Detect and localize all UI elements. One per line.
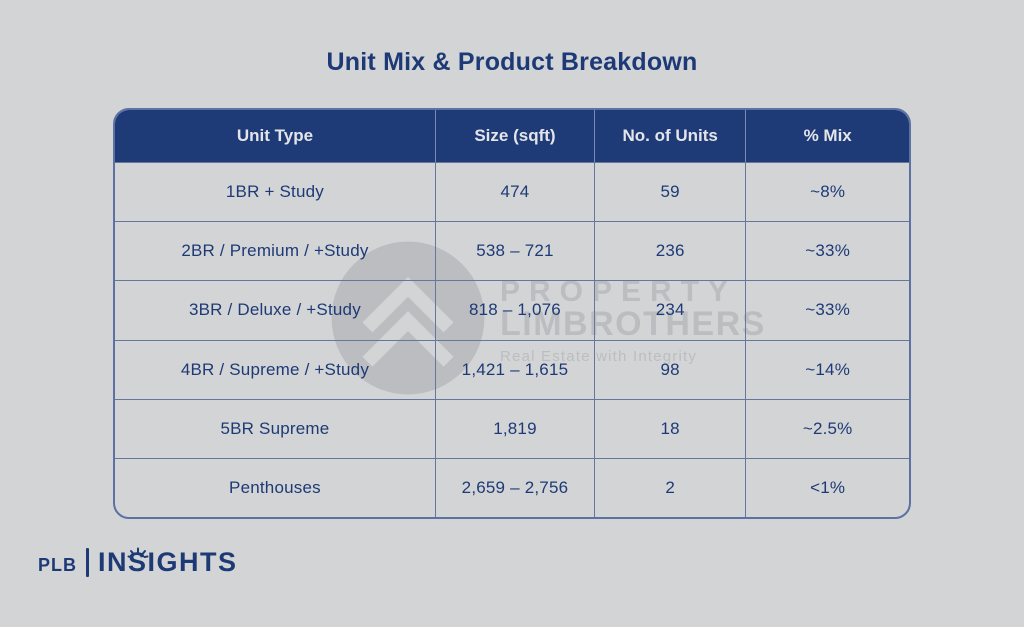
table-row: 3BR / Deluxe / +Study 818 – 1,076 234 ~33% xyxy=(115,280,909,341)
page-title: Unit Mix & Product Breakdown xyxy=(326,48,698,76)
table-cell: 18 xyxy=(594,399,747,460)
table-cell: 4BR / Supreme / +Study xyxy=(115,339,436,401)
table-cell: ~2.5% xyxy=(745,399,909,460)
table-cell: 2 xyxy=(594,458,747,517)
logo-divider xyxy=(86,548,89,577)
table-cell: 1,421 – 1,615 xyxy=(434,339,596,401)
table-cell: 818 – 1,076 xyxy=(434,280,596,341)
table-cell: 59 xyxy=(594,162,747,222)
table-cell: Penthouses xyxy=(115,458,436,517)
table-row: 5BR Supreme 1,819 18 ~2.5% xyxy=(115,399,909,460)
table-row: Penthouses 2,659 – 2,756 2 <1% xyxy=(115,458,909,517)
column-header: Size (sqft) xyxy=(434,110,595,163)
table-cell: ~8% xyxy=(745,162,909,222)
table-cell: 1BR + Study xyxy=(115,162,436,222)
table-row: 4BR / Supreme / +Study 1,421 – 1,615 98 ~14… xyxy=(115,339,909,401)
sparkle-icon xyxy=(127,536,149,567)
table-cell: ~33% xyxy=(745,220,909,282)
column-header: No. of Units xyxy=(594,110,746,163)
table-row: 2BR / Premium / +Study 538 – 721 236 ~33% xyxy=(115,220,909,282)
table-cell: <1% xyxy=(745,458,909,517)
header-row: Unit Type Size (sqft) No. of Units% Mix xyxy=(115,110,909,163)
table-body: 1BR + Study 474 59 ~8% 2BR / Premium / +Stud… xyxy=(115,162,909,517)
table-cell: 236 xyxy=(594,220,747,282)
insights-label: INSIGHTS xyxy=(98,547,238,577)
table-row: 1BR + Study 474 59 ~8% xyxy=(115,162,909,222)
table-cell: 538 – 721 xyxy=(434,220,596,282)
table-cell: 2,659 – 2,756 xyxy=(434,458,596,517)
unit-mix-table: Unit Type Size (sqft) No. of Units% Mix 1B… xyxy=(113,108,911,519)
table-cell: ~33% xyxy=(745,280,909,341)
table-cell: 3BR / Deluxe / +Study xyxy=(115,280,436,341)
table-cell: 98 xyxy=(594,339,747,401)
plb-wordmark: PLB xyxy=(38,555,77,575)
table-cell: 474 xyxy=(434,162,596,222)
column-header: % Mix xyxy=(745,110,909,163)
column-header: Unit Type xyxy=(115,110,436,163)
insights-wordmark: INSIGHTS xyxy=(98,547,238,578)
table-cell: 234 xyxy=(594,280,747,341)
plb-insights-logo: PLB INSIGHTS xyxy=(38,547,238,578)
table-cell: 1,819 xyxy=(434,399,596,460)
table-cell: 2BR / Premium / +Study xyxy=(115,220,436,282)
table-cell: ~14% xyxy=(745,339,909,401)
table-cell: 5BR Supreme xyxy=(115,399,436,460)
